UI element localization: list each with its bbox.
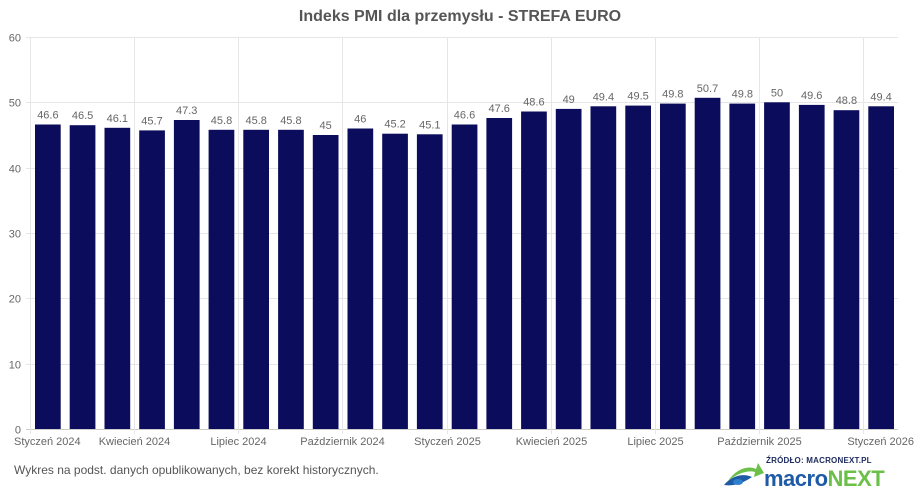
x-tick-label: Październik 2024 [300,436,384,448]
data-label: 45.7 [141,115,162,127]
x-tick-label: Lipiec 2025 [627,436,683,448]
logo-word-macro: macro [764,466,828,491]
logo-source-text: ŹRÓDŁO: MACRONEXT.PL [766,456,872,465]
bar [798,104,825,430]
y-tick-label: 50 [9,98,21,110]
bar [868,106,894,430]
data-label: 49.4 [870,91,891,103]
bar [173,120,200,429]
data-label: 46.5 [72,110,93,122]
bar [590,106,617,430]
bar [625,105,651,429]
chart-title: Indeks PMI dla przemysłu - STREFA EURO [298,8,622,25]
x-tick-label: Październik 2025 [717,436,801,448]
bar [486,118,513,429]
data-label: 45.8 [245,115,266,127]
bar [139,130,165,429]
chart-plot: 46.6 46.5 46.1 45.7 47.3 45.8 45.8 45.8 45 46 45.2… [9,33,914,449]
bar [660,103,686,429]
bar [312,135,339,429]
data-label: 48.6 [523,97,544,109]
bar [416,134,443,430]
bar [104,127,131,430]
x-tick-label: Lipiec 2024 [210,436,266,448]
bar [243,129,269,430]
bar [521,111,547,429]
bar [764,102,790,430]
data-label: 47.6 [488,103,509,115]
data-label: 49.4 [593,91,614,103]
bar [729,103,756,429]
bar [208,129,235,430]
data-label: 49.5 [627,91,648,103]
bar [382,133,408,429]
data-label: 46.6 [454,110,475,122]
logo-wordmark: macroNEXT [764,466,885,492]
bar [69,125,96,429]
x-tick-label: Kwiecień 2024 [99,436,171,448]
data-label: 46 [354,114,366,126]
data-label: 46.1 [107,113,128,125]
data-label: 49.6 [801,90,822,102]
label-layer: 46.6 46.5 46.1 45.7 47.3 45.8 45.8 45.8 45 46 45.2… [37,83,892,132]
x-tick-label: Styczeń 2025 [414,436,481,448]
data-label: 50 [771,87,783,99]
data-label: 48.8 [836,95,857,107]
data-label: 45.2 [384,119,405,131]
data-label: 45.1 [419,119,440,131]
macronext-logo: ŹRÓDŁO: MACRONEXT.PL macroNEXT [722,455,920,495]
data-label: 47.3 [176,105,197,117]
x-tick-label: Styczeń 2026 [847,436,914,448]
y-tick-label: 60 [9,33,21,45]
axis-layer: 0 10 20 30 40 50 60 Styczeń 2024 Kwiecień 2024 Li… [9,33,914,449]
logo-word-next: NEXT [827,466,885,491]
data-label: 49 [563,94,575,106]
y-tick-label: 0 [15,425,21,437]
x-tick-label: Kwiecień 2025 [516,436,588,448]
bar [347,128,374,429]
footnote: Wykres na podst. danych opublikowanych, … [14,463,379,477]
bar [694,97,721,430]
data-label: 49.8 [732,89,753,101]
y-tick-label: 10 [9,360,21,372]
data-label: 46.6 [37,110,58,122]
data-label: 50.7 [697,83,718,95]
y-tick-label: 30 [9,229,21,241]
bar [833,110,860,429]
data-label: 45.8 [211,115,232,127]
y-tick-label: 40 [9,164,21,176]
data-label: 45 [319,120,331,132]
bar [555,108,582,430]
data-label: 49.8 [662,89,683,101]
bar-layer [35,97,894,430]
logo-arrow-icon [724,463,764,486]
y-tick-label: 20 [9,294,21,306]
bar [35,124,61,429]
bar [278,129,304,430]
x-tick-label: Styczeń 2024 [14,436,81,448]
bar [451,124,478,429]
data-label: 45.8 [280,115,301,127]
